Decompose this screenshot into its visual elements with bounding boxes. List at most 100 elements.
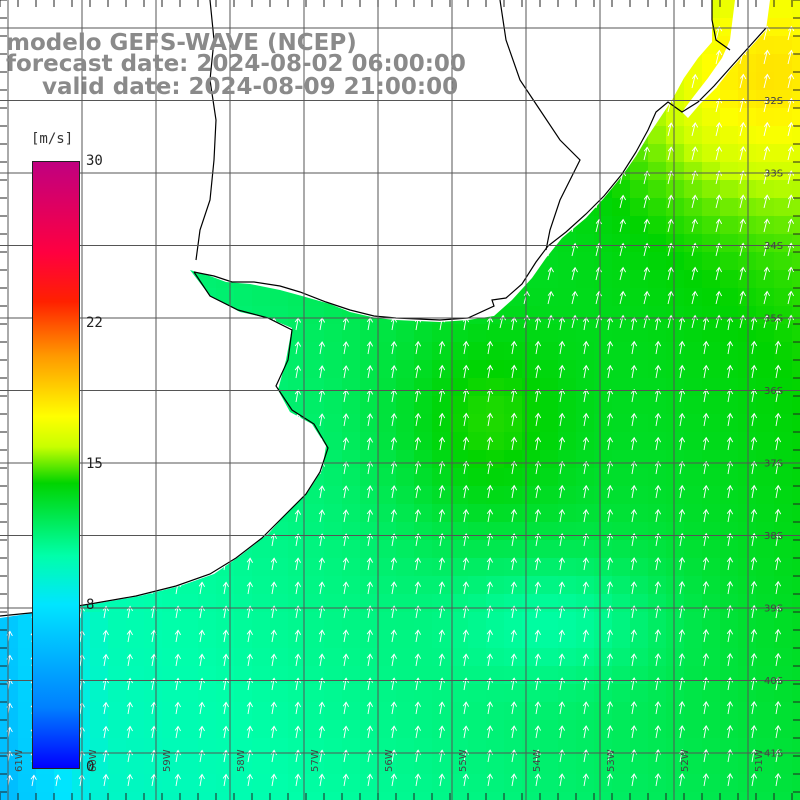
wind-arrow xyxy=(246,629,253,643)
wind-cell xyxy=(468,612,487,631)
wind-cell xyxy=(540,612,559,631)
wind-cell xyxy=(126,630,145,649)
wind-cell xyxy=(288,738,307,757)
wind-cell xyxy=(558,576,577,595)
wind-arrow xyxy=(654,412,662,427)
wind-arrow xyxy=(246,581,254,595)
wind-cell xyxy=(414,324,433,343)
wind-cell xyxy=(324,486,343,505)
wind-arrow xyxy=(510,701,518,715)
wind-cell xyxy=(468,342,487,361)
wind-cell xyxy=(90,720,109,739)
wind-cell xyxy=(540,486,559,505)
wind-cell xyxy=(774,414,793,433)
wind-cell xyxy=(396,648,415,667)
wind-cell xyxy=(198,648,217,667)
wind-arrow xyxy=(558,701,566,715)
wind-arrow xyxy=(702,653,710,667)
wind-arrow xyxy=(462,388,470,403)
wind-cell xyxy=(648,684,667,703)
wind-arrow xyxy=(342,509,350,523)
wind-arrow xyxy=(534,653,542,667)
wind-arrow xyxy=(774,412,782,427)
latitude-label: 39S xyxy=(764,604,783,615)
wind-cell xyxy=(90,738,109,757)
wind-cell xyxy=(468,360,487,379)
wind-cell xyxy=(702,594,721,613)
wind-arrow xyxy=(102,629,109,643)
wind-cell xyxy=(468,540,487,559)
wind-cell xyxy=(774,378,793,397)
wind-cell xyxy=(54,792,73,800)
wind-cell xyxy=(36,774,55,793)
wind-arrow xyxy=(606,701,614,715)
wind-cell xyxy=(738,720,757,739)
wind-cell xyxy=(630,576,649,595)
wind-cell xyxy=(684,270,703,289)
wind-arrow xyxy=(630,629,638,643)
wind-arrow xyxy=(174,773,181,787)
wind-arrow xyxy=(654,725,662,739)
wind-arrow xyxy=(342,389,350,403)
wind-cell xyxy=(432,342,451,361)
wind-arrow xyxy=(198,725,205,739)
wind-cell xyxy=(630,630,649,649)
longitude-label: 61W xyxy=(14,749,25,772)
wind-cell xyxy=(576,666,595,685)
wind-arrow xyxy=(438,460,446,475)
wind-cell xyxy=(684,576,703,595)
wind-cell xyxy=(396,720,415,739)
wind-cell xyxy=(234,630,253,649)
wind-cell xyxy=(684,684,703,703)
wind-cell xyxy=(414,648,433,667)
wind-cell xyxy=(234,738,253,757)
wind-cell xyxy=(414,486,433,505)
wind-cell xyxy=(324,342,343,361)
wind-arrow xyxy=(774,556,782,571)
wind-cell xyxy=(720,756,739,775)
longitude-label: 54W xyxy=(532,749,543,772)
wind-cell xyxy=(252,612,271,631)
wind-cell xyxy=(306,342,325,361)
wind-cell xyxy=(738,648,757,667)
wind-arrow xyxy=(246,725,253,739)
wind-cell xyxy=(540,720,559,739)
wind-cell xyxy=(612,396,631,415)
wind-cell xyxy=(630,450,649,469)
wind-cell xyxy=(738,576,757,595)
wind-arrow xyxy=(750,724,758,739)
wind-arrow xyxy=(726,484,734,499)
wind-arrow xyxy=(582,701,590,715)
wind-cell xyxy=(396,630,415,649)
wind-cell xyxy=(522,792,541,800)
wind-cell xyxy=(684,486,703,505)
wind-cell xyxy=(360,702,379,721)
wind-cell xyxy=(342,558,361,577)
wind-arrow xyxy=(654,557,662,571)
wind-cell xyxy=(270,612,289,631)
wind-cell xyxy=(792,108,800,127)
wind-cell xyxy=(468,576,487,595)
wind-cell xyxy=(774,648,793,667)
wind-arrow xyxy=(390,461,398,475)
wind-arrow xyxy=(739,121,747,137)
wind-cell xyxy=(126,612,145,631)
wind-cell xyxy=(612,378,631,397)
wind-cell xyxy=(342,432,361,451)
wind-cell xyxy=(360,774,379,793)
wind-cell xyxy=(738,144,757,163)
wind-cell xyxy=(414,522,433,541)
wind-cell xyxy=(504,702,523,721)
wind-cell xyxy=(378,360,397,379)
wind-cell xyxy=(756,666,775,685)
wind-arrow xyxy=(630,508,638,523)
wind-cell xyxy=(486,360,505,379)
wind-cell xyxy=(756,648,775,667)
wind-arrow xyxy=(534,629,541,643)
wind-arrow xyxy=(643,218,651,233)
wind-cell xyxy=(612,414,631,433)
wind-cell xyxy=(756,54,775,73)
wind-cell xyxy=(666,450,685,469)
wind-cell xyxy=(720,216,739,235)
wind-arrow xyxy=(726,652,734,667)
